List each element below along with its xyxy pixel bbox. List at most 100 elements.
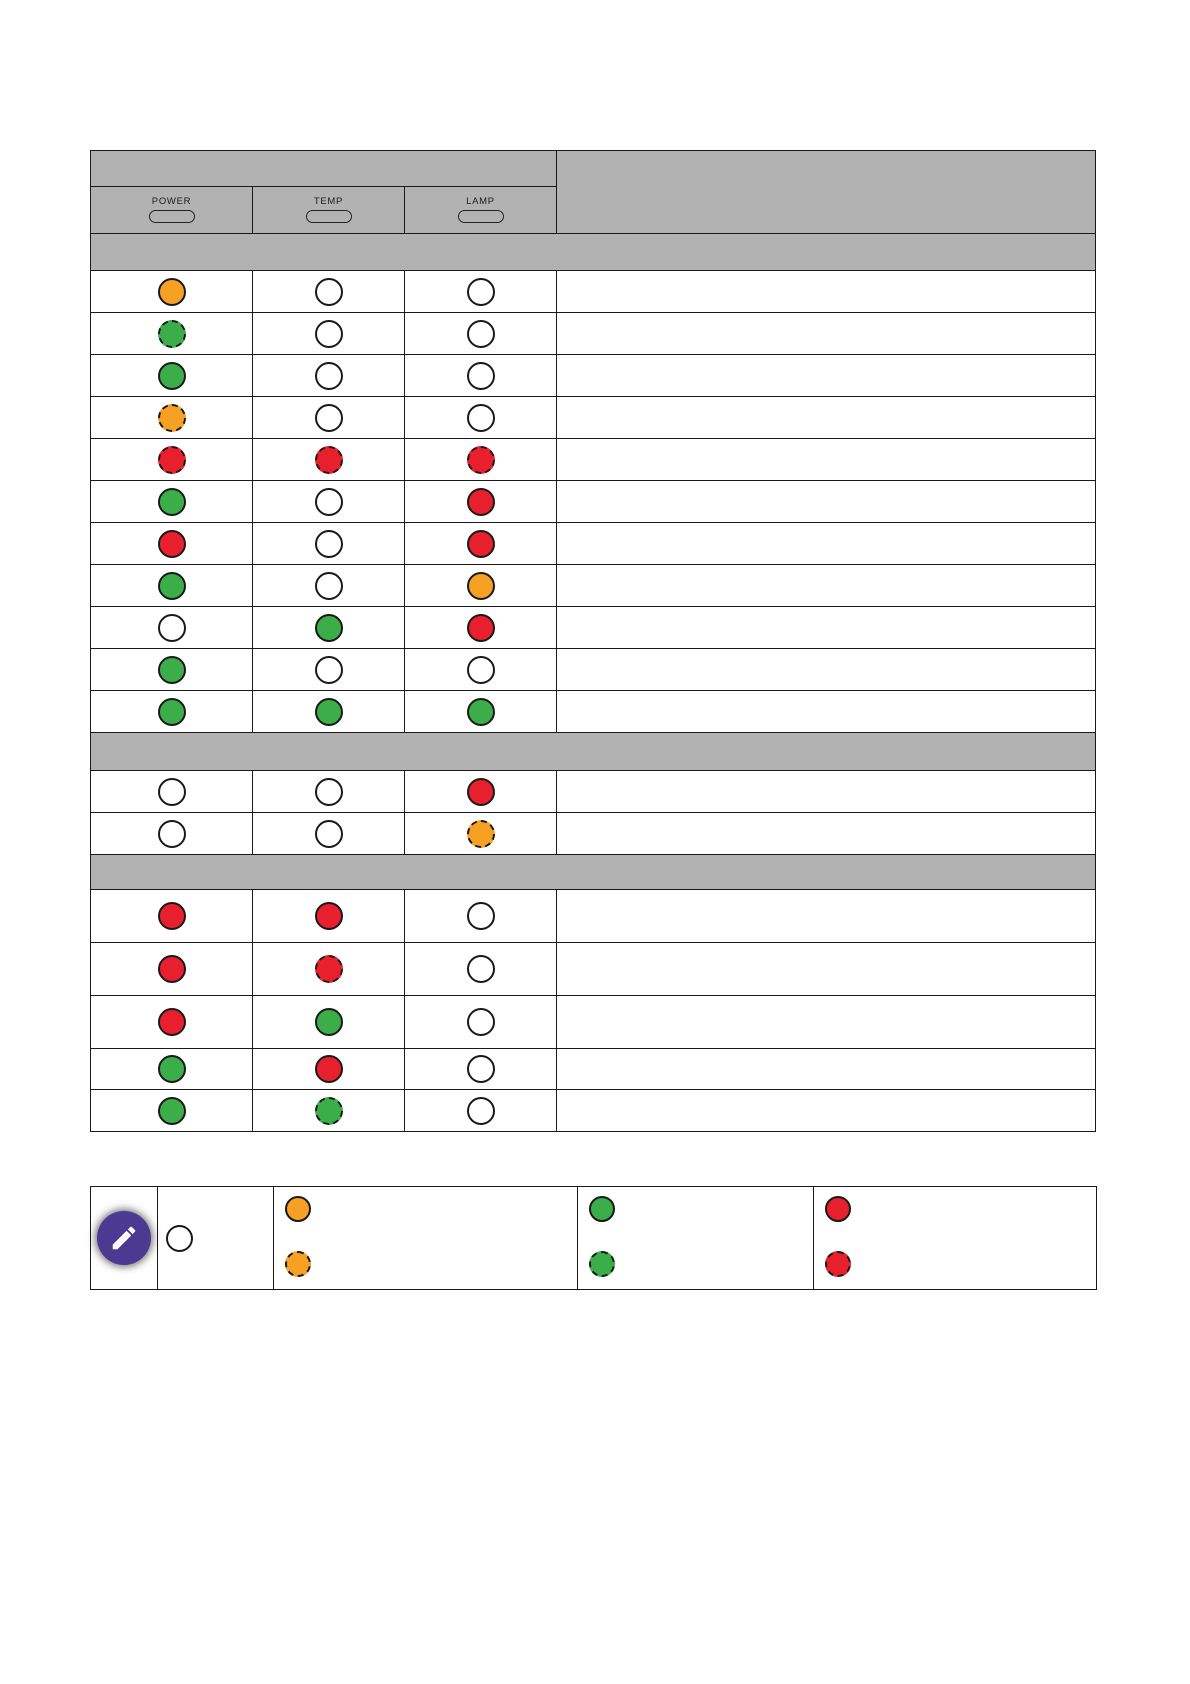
temp-led-cell [253,607,405,648]
led-lamp-red [466,529,495,558]
led-power-green [157,655,186,684]
indicator-row [91,996,1095,1049]
temp-led-cell [253,481,405,522]
temp-led-cell [253,996,405,1048]
power-led-cell [91,481,253,522]
temp-indicator-header: TEMP [253,187,405,234]
lamp-led-cell [405,1049,557,1089]
status-description-cell [557,1090,1095,1131]
status-description-cell [557,397,1095,438]
power-led-cell [91,996,253,1048]
indicator-row [91,649,1095,691]
temp-led-cell [253,943,405,995]
led-legend-table [90,1186,1097,1290]
lamp-led-cell [405,996,557,1048]
lamp-led-cell [405,439,557,480]
indicator-row [91,943,1095,996]
header-light-cell [91,151,557,187]
status-description-cell [557,355,1095,396]
led-temp-red [314,902,343,930]
led-power-green [157,487,186,516]
led-lamp-off [466,1055,495,1083]
status-description-cell [557,649,1095,690]
led-lamp-off [466,1008,495,1036]
led-red-flashing-icon [825,1251,851,1277]
lamp-led-cell [405,397,557,438]
lamp-label: LAMP [466,196,495,208]
indicator-table: POWER TEMP LAMP [90,150,1096,1132]
led-lamp-off [466,319,495,348]
lamp-led-cell [405,890,557,942]
led-lamp-off [466,902,495,930]
legend-green-cell [578,1187,814,1289]
power-led-cell [91,523,253,564]
led-lamp-red [466,487,495,516]
lamp-led-pill-icon [457,209,504,223]
led-power-orange [157,277,186,306]
indicator-section [91,771,1095,855]
temp-led-cell [253,649,405,690]
led-lamp-off [466,361,495,390]
section-header [91,234,1095,271]
led-lamp-red-flash [466,445,495,474]
led-temp-red-flash [314,955,343,983]
indicator-row [91,1090,1095,1131]
indicator-row [91,890,1095,943]
led-temp-off [314,529,343,558]
power-led-pill-icon [148,209,195,223]
status-description-cell [557,890,1095,942]
led-orange-on-icon [285,1196,311,1222]
temp-led-cell [253,1049,405,1089]
temp-label: TEMP [313,196,344,208]
led-power-off [157,819,186,848]
indicator-row [91,397,1095,439]
led-green-flashing-icon [589,1251,615,1277]
indicator-row [91,813,1095,855]
power-led-cell [91,771,253,812]
lamp-led-cell [405,813,557,854]
temp-led-cell [253,813,405,854]
indicator-section [91,271,1095,733]
status-description-cell [557,1049,1095,1089]
led-power-red [157,902,186,930]
power-led-cell [91,649,253,690]
temp-led-cell [253,271,405,312]
led-temp-green-flash [314,1096,343,1125]
temp-led-cell [253,397,405,438]
led-temp-red [314,1055,343,1083]
status-description-cell [557,439,1095,480]
status-description-cell [557,943,1095,995]
temp-led-cell [253,771,405,812]
temp-led-cell [253,439,405,480]
lamp-led-cell [405,691,557,732]
lamp-led-cell [405,565,557,606]
led-lamp-red [466,613,495,642]
power-indicator-header: POWER [91,187,253,234]
led-off-icon [166,1224,193,1252]
led-power-green [157,361,186,390]
led-lamp-off [466,955,495,983]
led-orange-flashing-icon [285,1251,311,1277]
lamp-led-cell [405,607,557,648]
led-power-green [157,571,186,600]
temp-led-cell [253,523,405,564]
led-power-green-flash [157,319,186,348]
lamp-indicator-header: LAMP [405,187,557,234]
led-lamp-off [466,403,495,432]
status-description-cell [557,523,1095,564]
led-temp-green [314,613,343,642]
indicator-section [91,890,1095,1131]
led-temp-off [314,777,343,806]
led-power-red [157,529,186,558]
status-description-cell [557,813,1095,854]
indicator-row [91,355,1095,397]
temp-led-cell [253,691,405,732]
led-power-off [157,613,186,642]
power-led-cell [91,813,253,854]
power-led-cell [91,313,253,354]
led-power-green [157,697,186,726]
led-temp-off [314,655,343,684]
indicator-row [91,1049,1095,1090]
lamp-led-cell [405,313,557,354]
